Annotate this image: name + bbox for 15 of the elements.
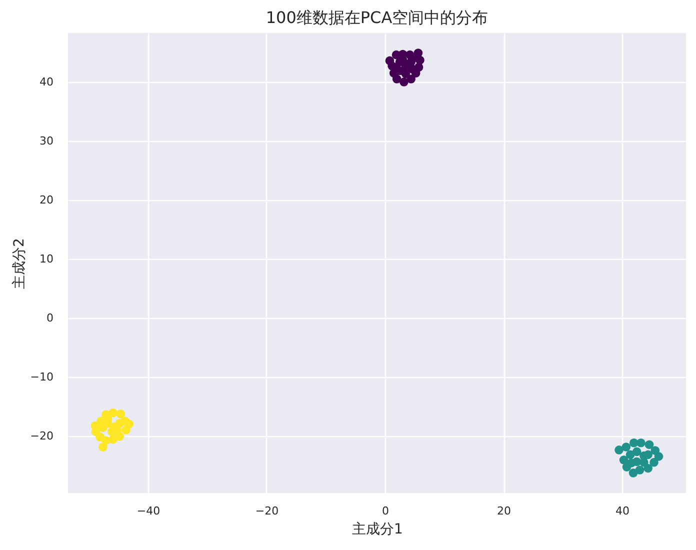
y-tick-label: 30 <box>40 134 54 148</box>
y-tick-label: −10 <box>30 370 54 384</box>
x-tick-label: 20 <box>497 504 512 518</box>
x-tick-label: 0 <box>382 504 389 518</box>
x-tick-label: −20 <box>255 504 279 518</box>
y-tick-label: 40 <box>40 75 54 88</box>
y-tick-label: 0 <box>46 311 54 324</box>
y-axis-title: 主成分2 <box>11 238 28 289</box>
y-tick-label: 20 <box>40 193 54 206</box>
y-tick-label: 10 <box>40 252 54 266</box>
y-tick-label: −20 <box>30 429 54 442</box>
chart-title: 100维数据在PCA空间中的分布 <box>266 8 488 27</box>
x-tick-label: 40 <box>616 504 630 518</box>
x-tick-label: −40 <box>136 504 160 518</box>
x-axis-title: 主成分1 <box>352 522 403 538</box>
